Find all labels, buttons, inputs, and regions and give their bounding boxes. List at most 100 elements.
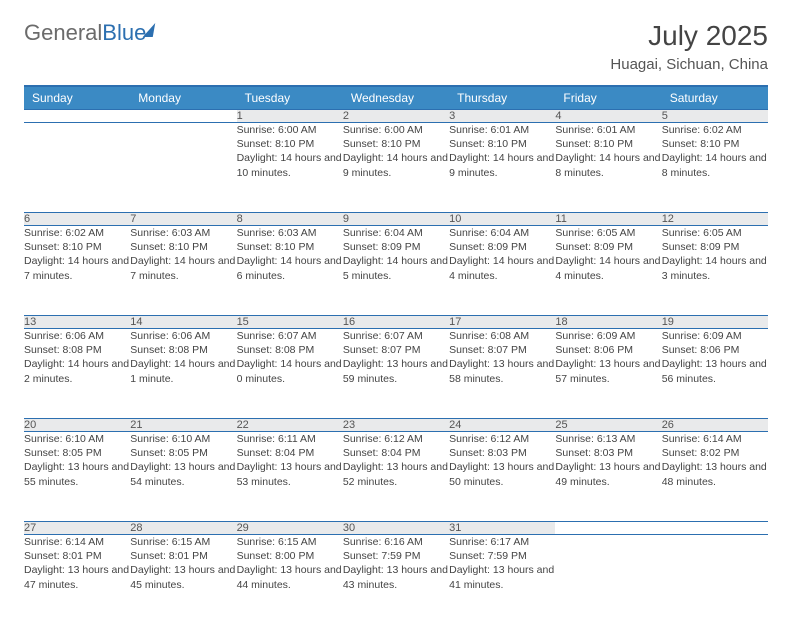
sunrise-line: Sunrise: 6:12 AM: [449, 432, 555, 446]
day-number: 21: [130, 419, 236, 432]
sunset-line: Sunset: 8:08 PM: [237, 343, 343, 357]
day-cell: Sunrise: 6:05 AMSunset: 8:09 PMDaylight:…: [662, 226, 768, 316]
day-cell: [555, 535, 661, 625]
day-number: 25: [555, 419, 661, 432]
daylight-line: Daylight: 14 hours and 4 minutes.: [449, 254, 555, 282]
sunset-line: Sunset: 8:10 PM: [237, 137, 343, 151]
sunrise-line: Sunrise: 6:00 AM: [237, 123, 343, 137]
sunset-line: Sunset: 8:00 PM: [237, 549, 343, 563]
day-number: 16: [343, 316, 449, 329]
day-number: 19: [662, 316, 768, 329]
sunset-line: Sunset: 8:06 PM: [662, 343, 768, 357]
daylight-line: Daylight: 14 hours and 8 minutes.: [555, 151, 661, 179]
sunrise-line: Sunrise: 6:14 AM: [662, 432, 768, 446]
day-cell: Sunrise: 6:16 AMSunset: 7:59 PMDaylight:…: [343, 535, 449, 625]
daylight-line: Daylight: 13 hours and 52 minutes.: [343, 460, 449, 488]
sunset-line: Sunset: 8:03 PM: [449, 446, 555, 460]
daylight-line: Daylight: 14 hours and 7 minutes.: [24, 254, 130, 282]
day-number: 26: [662, 419, 768, 432]
day-number: 11: [555, 213, 661, 226]
sunset-line: Sunset: 8:09 PM: [662, 240, 768, 254]
day-cell: Sunrise: 6:12 AMSunset: 8:03 PMDaylight:…: [449, 432, 555, 522]
sunset-line: Sunset: 8:05 PM: [130, 446, 236, 460]
daynum-row: 12345: [24, 110, 768, 123]
daynum-row: 6789101112: [24, 213, 768, 226]
day-cell: Sunrise: 6:10 AMSunset: 8:05 PMDaylight:…: [24, 432, 130, 522]
daylight-line: Daylight: 14 hours and 0 minutes.: [237, 357, 343, 385]
sunrise-line: Sunrise: 6:15 AM: [130, 535, 236, 549]
location-text: Huagai, Sichuan, China: [610, 56, 768, 73]
logo-part1: General: [24, 20, 102, 45]
logo-text: GeneralBlue: [24, 20, 146, 46]
sunset-line: Sunset: 8:10 PM: [662, 137, 768, 151]
day-cell: Sunrise: 6:01 AMSunset: 8:10 PMDaylight:…: [555, 123, 661, 213]
day-number: 18: [555, 316, 661, 329]
day-cell: Sunrise: 6:15 AMSunset: 8:00 PMDaylight:…: [237, 535, 343, 625]
sunset-line: Sunset: 8:07 PM: [449, 343, 555, 357]
daylight-line: Daylight: 14 hours and 3 minutes.: [662, 254, 768, 282]
day-number: [130, 110, 236, 123]
day-number: 5: [662, 110, 768, 123]
sunrise-line: Sunrise: 6:14 AM: [24, 535, 130, 549]
day-number: 8: [237, 213, 343, 226]
daylight-line: Daylight: 13 hours and 48 minutes.: [662, 460, 768, 488]
day-cell: Sunrise: 6:12 AMSunset: 8:04 PMDaylight:…: [343, 432, 449, 522]
day-number: 4: [555, 110, 661, 123]
daylight-line: Daylight: 14 hours and 8 minutes.: [662, 151, 768, 179]
daylight-line: Daylight: 13 hours and 45 minutes.: [130, 563, 236, 591]
day-number: [555, 522, 661, 535]
daylight-line: Daylight: 13 hours and 41 minutes.: [449, 563, 555, 591]
data-row: Sunrise: 6:06 AMSunset: 8:08 PMDaylight:…: [24, 329, 768, 419]
sunset-line: Sunset: 7:59 PM: [449, 549, 555, 563]
day-number: 10: [449, 213, 555, 226]
day-number: 1: [237, 110, 343, 123]
daylight-line: Daylight: 14 hours and 9 minutes.: [343, 151, 449, 179]
sunrise-line: Sunrise: 6:04 AM: [449, 226, 555, 240]
sunrise-line: Sunrise: 6:02 AM: [662, 123, 768, 137]
col-wed: Wednesday: [343, 86, 449, 110]
daylight-line: Daylight: 13 hours and 55 minutes.: [24, 460, 130, 488]
day-number: 3: [449, 110, 555, 123]
day-cell: Sunrise: 6:06 AMSunset: 8:08 PMDaylight:…: [24, 329, 130, 419]
day-cell: Sunrise: 6:15 AMSunset: 8:01 PMDaylight:…: [130, 535, 236, 625]
daylight-line: Daylight: 13 hours and 47 minutes.: [24, 563, 130, 591]
day-cell: Sunrise: 6:03 AMSunset: 8:10 PMDaylight:…: [130, 226, 236, 316]
sunrise-line: Sunrise: 6:03 AM: [237, 226, 343, 240]
day-number: 23: [343, 419, 449, 432]
daynum-row: 2728293031: [24, 522, 768, 535]
daylight-line: Daylight: 13 hours and 49 minutes.: [555, 460, 661, 488]
sunset-line: Sunset: 8:09 PM: [343, 240, 449, 254]
sunset-line: Sunset: 8:03 PM: [555, 446, 661, 460]
sunset-line: Sunset: 8:02 PM: [662, 446, 768, 460]
sunrise-line: Sunrise: 6:12 AM: [343, 432, 449, 446]
sunrise-line: Sunrise: 6:01 AM: [449, 123, 555, 137]
header-row: Sunday Monday Tuesday Wednesday Thursday…: [24, 86, 768, 110]
day-number: 30: [343, 522, 449, 535]
sunrise-line: Sunrise: 6:09 AM: [555, 329, 661, 343]
day-number: 14: [130, 316, 236, 329]
sunrise-line: Sunrise: 6:01 AM: [555, 123, 661, 137]
col-sun: Sunday: [24, 86, 130, 110]
data-row: Sunrise: 6:10 AMSunset: 8:05 PMDaylight:…: [24, 432, 768, 522]
page-title: July 2025: [610, 20, 768, 52]
sunrise-line: Sunrise: 6:02 AM: [24, 226, 130, 240]
sunset-line: Sunset: 8:04 PM: [343, 446, 449, 460]
day-cell: Sunrise: 6:00 AMSunset: 8:10 PMDaylight:…: [237, 123, 343, 213]
day-cell: Sunrise: 6:09 AMSunset: 8:06 PMDaylight:…: [555, 329, 661, 419]
day-number: 20: [24, 419, 130, 432]
daylight-line: Daylight: 13 hours and 50 minutes.: [449, 460, 555, 488]
daylight-line: Daylight: 13 hours and 57 minutes.: [555, 357, 661, 385]
day-number: 6: [24, 213, 130, 226]
sunrise-line: Sunrise: 6:15 AM: [237, 535, 343, 549]
daylight-line: Daylight: 14 hours and 2 minutes.: [24, 357, 130, 385]
day-number: 9: [343, 213, 449, 226]
daylight-line: Daylight: 13 hours and 43 minutes.: [343, 563, 449, 591]
data-row: Sunrise: 6:14 AMSunset: 8:01 PMDaylight:…: [24, 535, 768, 625]
sunset-line: Sunset: 8:07 PM: [343, 343, 449, 357]
sunrise-line: Sunrise: 6:00 AM: [343, 123, 449, 137]
day-cell: [662, 535, 768, 625]
day-number: 12: [662, 213, 768, 226]
col-tue: Tuesday: [237, 86, 343, 110]
sunset-line: Sunset: 8:09 PM: [449, 240, 555, 254]
sunset-line: Sunset: 8:04 PM: [237, 446, 343, 460]
